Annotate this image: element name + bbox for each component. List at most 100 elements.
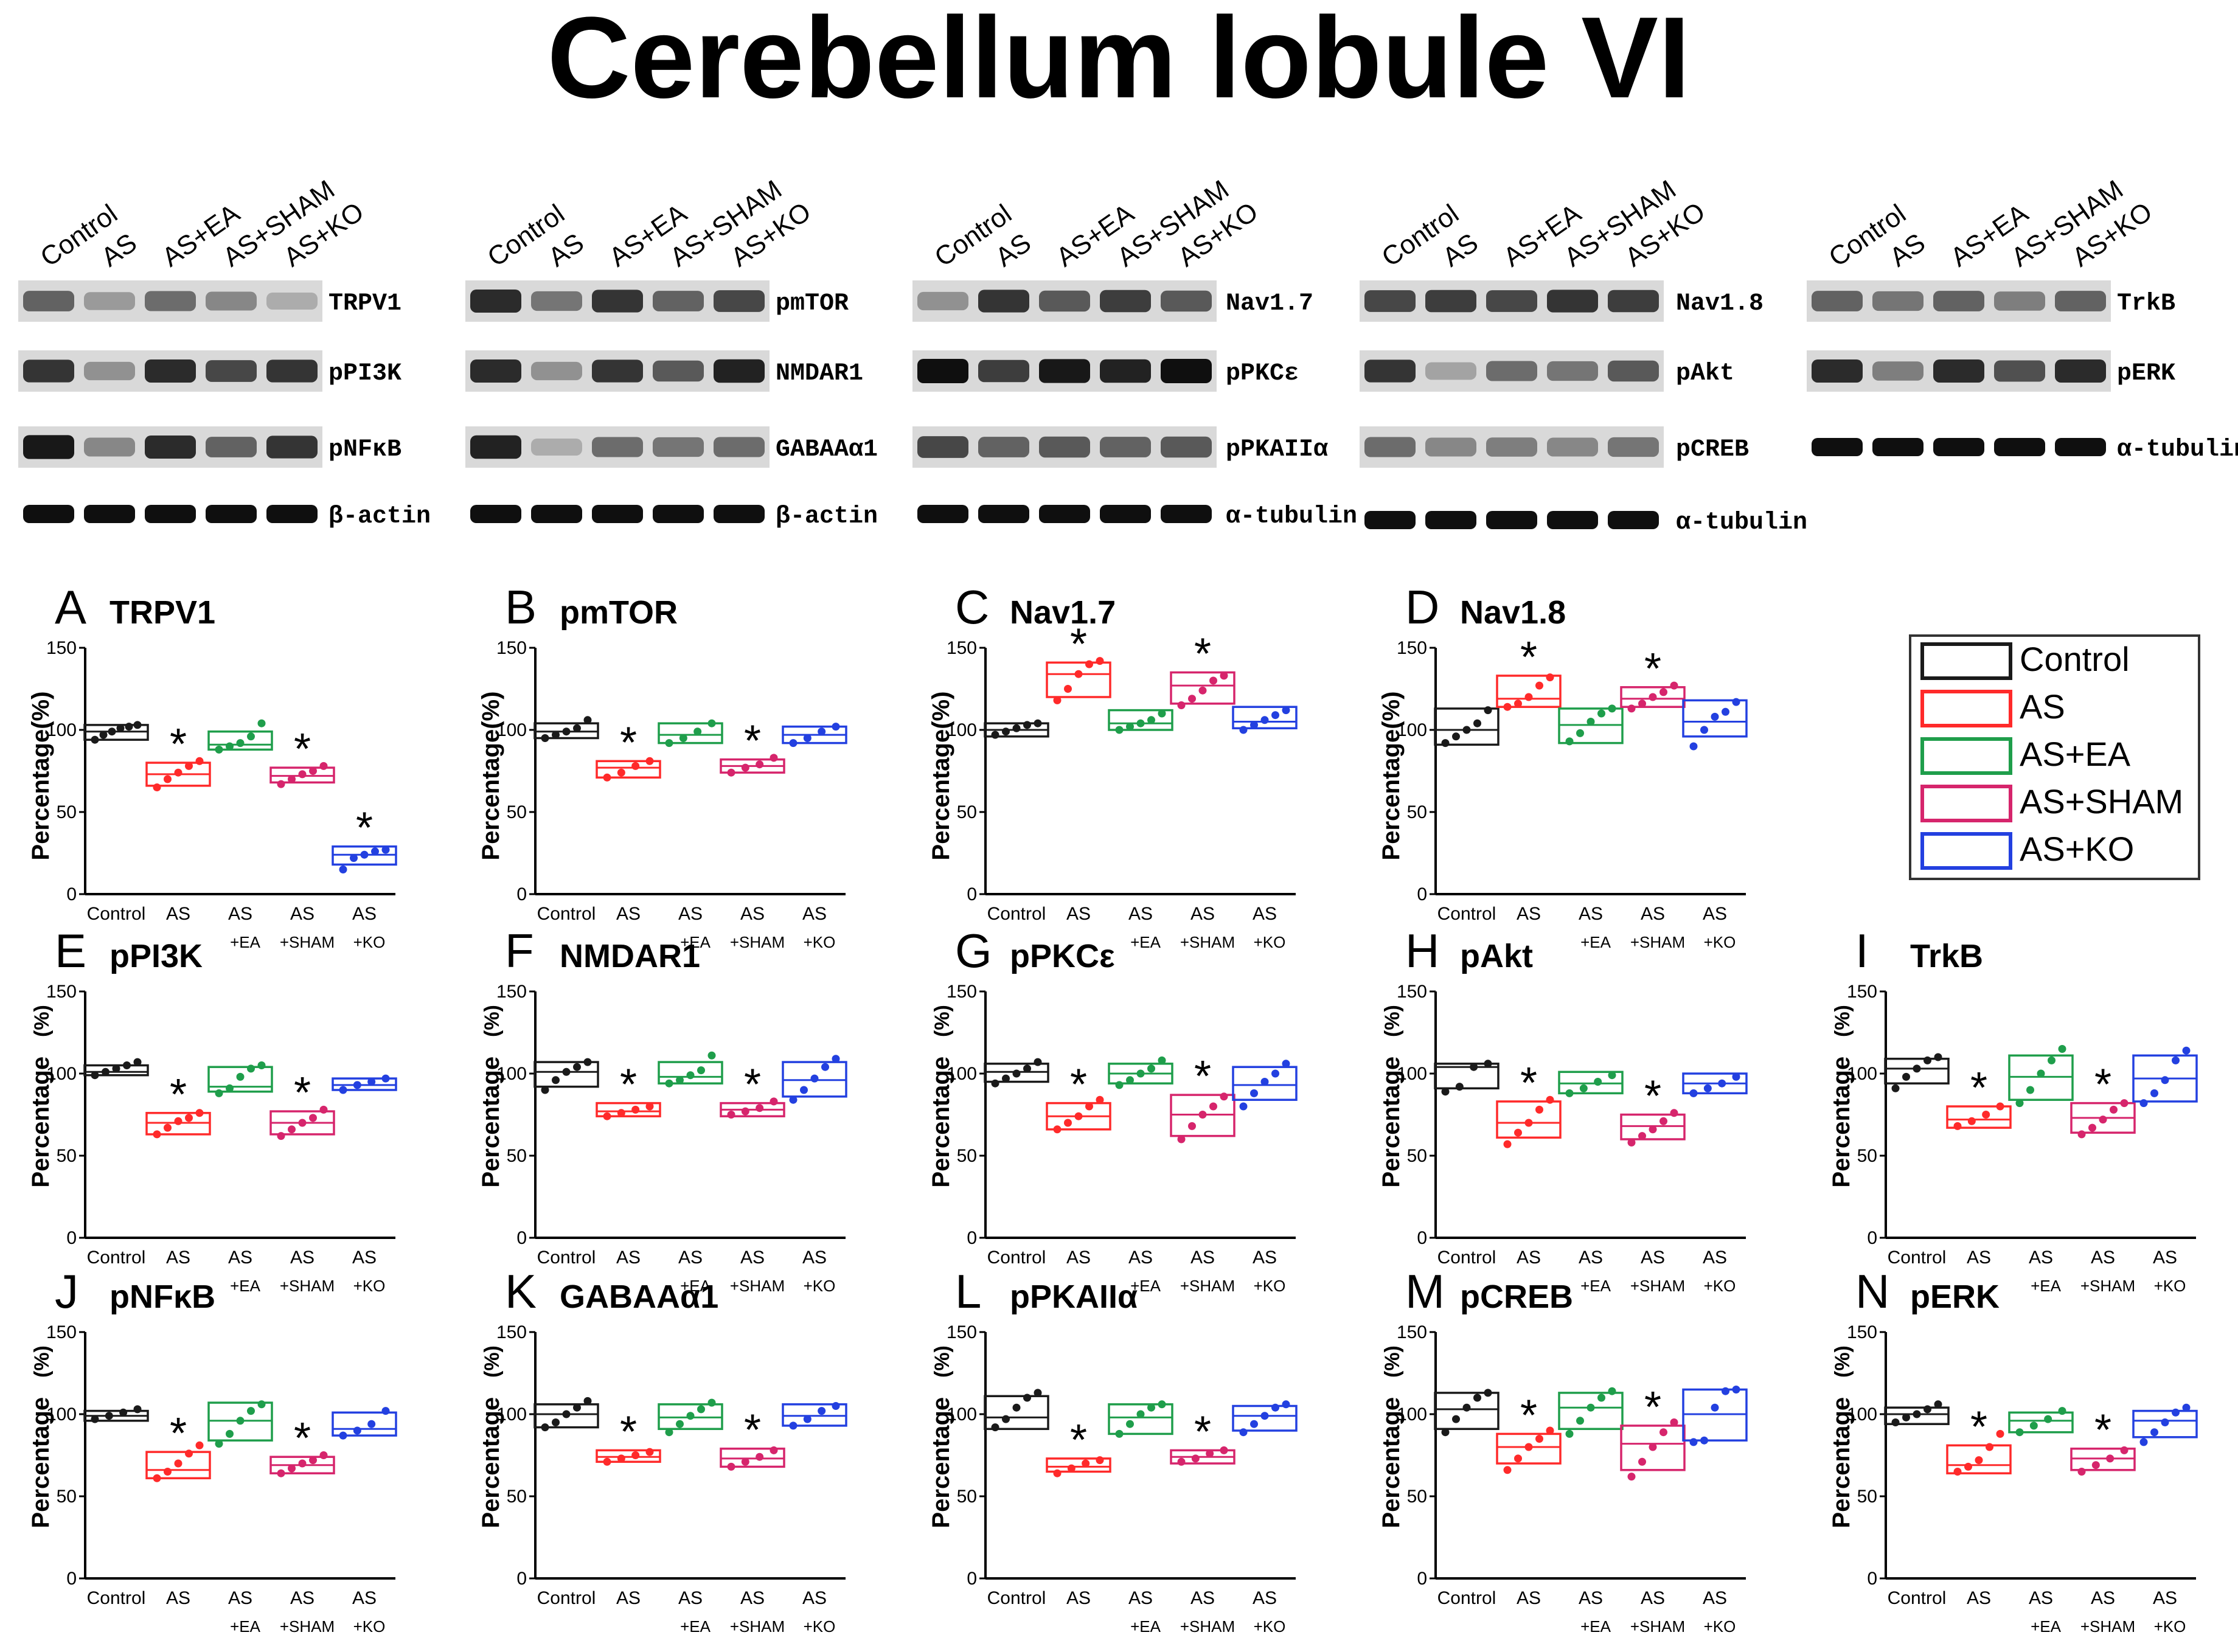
y-tick-label: 0 (66, 1569, 77, 1589)
blot-band (1425, 362, 1476, 380)
y-tick-label: 100 (947, 1064, 977, 1084)
data-point (1250, 1420, 1258, 1428)
data-point (2139, 1438, 2148, 1446)
legend-swatch (1920, 690, 2012, 727)
data-point (1239, 1102, 1248, 1111)
data-point (2058, 1045, 2066, 1053)
data-point (1711, 712, 1719, 721)
data-point (1012, 1403, 1021, 1412)
x-tick-label: Control (1437, 1588, 1496, 1608)
y-tick-label: 100 (1397, 1064, 1427, 1084)
blot-band (266, 436, 318, 459)
data-point (1579, 1084, 1588, 1092)
data-point (1136, 719, 1145, 727)
data-point (1700, 726, 1708, 734)
data-point (1462, 726, 1471, 734)
data-point (1126, 1076, 1134, 1085)
x-tick-sublabel: +SHAM (2080, 1277, 2135, 1295)
x-tick-label: AS (1128, 904, 1153, 924)
x-tick-sublabel: +KO (804, 1277, 836, 1295)
blot-band (592, 359, 643, 383)
y-tick-label: 150 (496, 638, 527, 658)
data-point (353, 1426, 361, 1435)
y-tick-label: 100 (1397, 720, 1427, 740)
data-point (1627, 1473, 1636, 1481)
data-point (1206, 1449, 1214, 1458)
panel-letter: N (1855, 1265, 1889, 1318)
data-point (1067, 1464, 1076, 1473)
data-point (339, 1086, 347, 1094)
box (596, 1102, 661, 1117)
blot-band (978, 359, 1029, 383)
y-tick-label: 50 (507, 802, 527, 822)
x-tick-label: AS (802, 1588, 827, 1608)
y-tick-label: 150 (46, 638, 77, 658)
box (533, 1061, 599, 1088)
y-axis-label: Percentage(%) (478, 692, 504, 861)
y-tick-label: 0 (1867, 1228, 1877, 1248)
data-point (1441, 1088, 1450, 1096)
blot-band (1039, 359, 1090, 383)
data-point (1177, 1135, 1186, 1144)
x-tick-label: AS (740, 904, 765, 924)
data-point (1115, 726, 1124, 734)
data-point (298, 1459, 307, 1468)
data-point (2099, 1116, 2107, 1124)
x-tick-label: AS (616, 1248, 641, 1268)
data-point (1586, 718, 1595, 726)
legend-swatch (1920, 785, 2012, 822)
x-tick-sublabel: +EA (1130, 1617, 1161, 1636)
y-tick-label: 50 (957, 1487, 977, 1507)
y-tick-label: 0 (1417, 1569, 1427, 1589)
box (658, 722, 723, 744)
data-point (1198, 686, 1207, 695)
y-tick-label: 150 (1847, 982, 1877, 1002)
data-point (1455, 1083, 1464, 1091)
data-point (1282, 706, 1290, 715)
significance-star: * (744, 717, 761, 766)
x-tick-label: AS (166, 1588, 190, 1608)
data-point (1546, 1095, 1554, 1104)
data-point (603, 1112, 611, 1120)
data-point (1096, 1095, 1104, 1104)
data-point (1565, 737, 1574, 746)
y-tick-label: 150 (46, 982, 77, 1002)
x-tick-sublabel: +KO (1254, 1617, 1286, 1636)
y-axis-label: Percentage (1378, 1057, 1405, 1188)
x-tick-label: AS (1066, 1588, 1091, 1608)
x-tick-label: AS (352, 904, 377, 924)
y-axis-label: Percentage (478, 1057, 504, 1188)
blot-band (2055, 438, 2106, 456)
y-axis-label-unit: (%) (1381, 1345, 1404, 1378)
data-point (1967, 1117, 1976, 1125)
x-tick-sublabel: +KO (2154, 1277, 2186, 1295)
data-point (277, 780, 285, 788)
data-point (1271, 1403, 1279, 1412)
x-tick-label: AS (802, 904, 827, 924)
data-point (2077, 1468, 2086, 1476)
data-point (991, 731, 999, 739)
data-point (1085, 1102, 1093, 1111)
blot-band (266, 292, 318, 310)
box (2008, 1411, 2074, 1434)
data-point (1659, 1428, 1667, 1437)
box (1946, 1444, 2012, 1474)
y-tick-label: 50 (1407, 802, 1427, 822)
data-point (631, 762, 640, 770)
blot-band (1933, 359, 1984, 383)
data-point (133, 1058, 142, 1066)
data-point (105, 1412, 113, 1420)
y-axis-label: Percentage (1378, 1397, 1405, 1529)
blot-band (84, 361, 135, 381)
y-tick-label: 150 (947, 1322, 977, 1342)
data-point (153, 1474, 161, 1482)
data-point (1034, 719, 1042, 727)
y-tick-label: 150 (947, 638, 977, 658)
data-point (195, 1441, 204, 1449)
box (1620, 1425, 1686, 1471)
blot-band (653, 437, 704, 457)
data-point (789, 1421, 798, 1430)
x-tick-sublabel: +SHAM (280, 933, 335, 951)
y-axis-label: Percentage (27, 1057, 54, 1188)
